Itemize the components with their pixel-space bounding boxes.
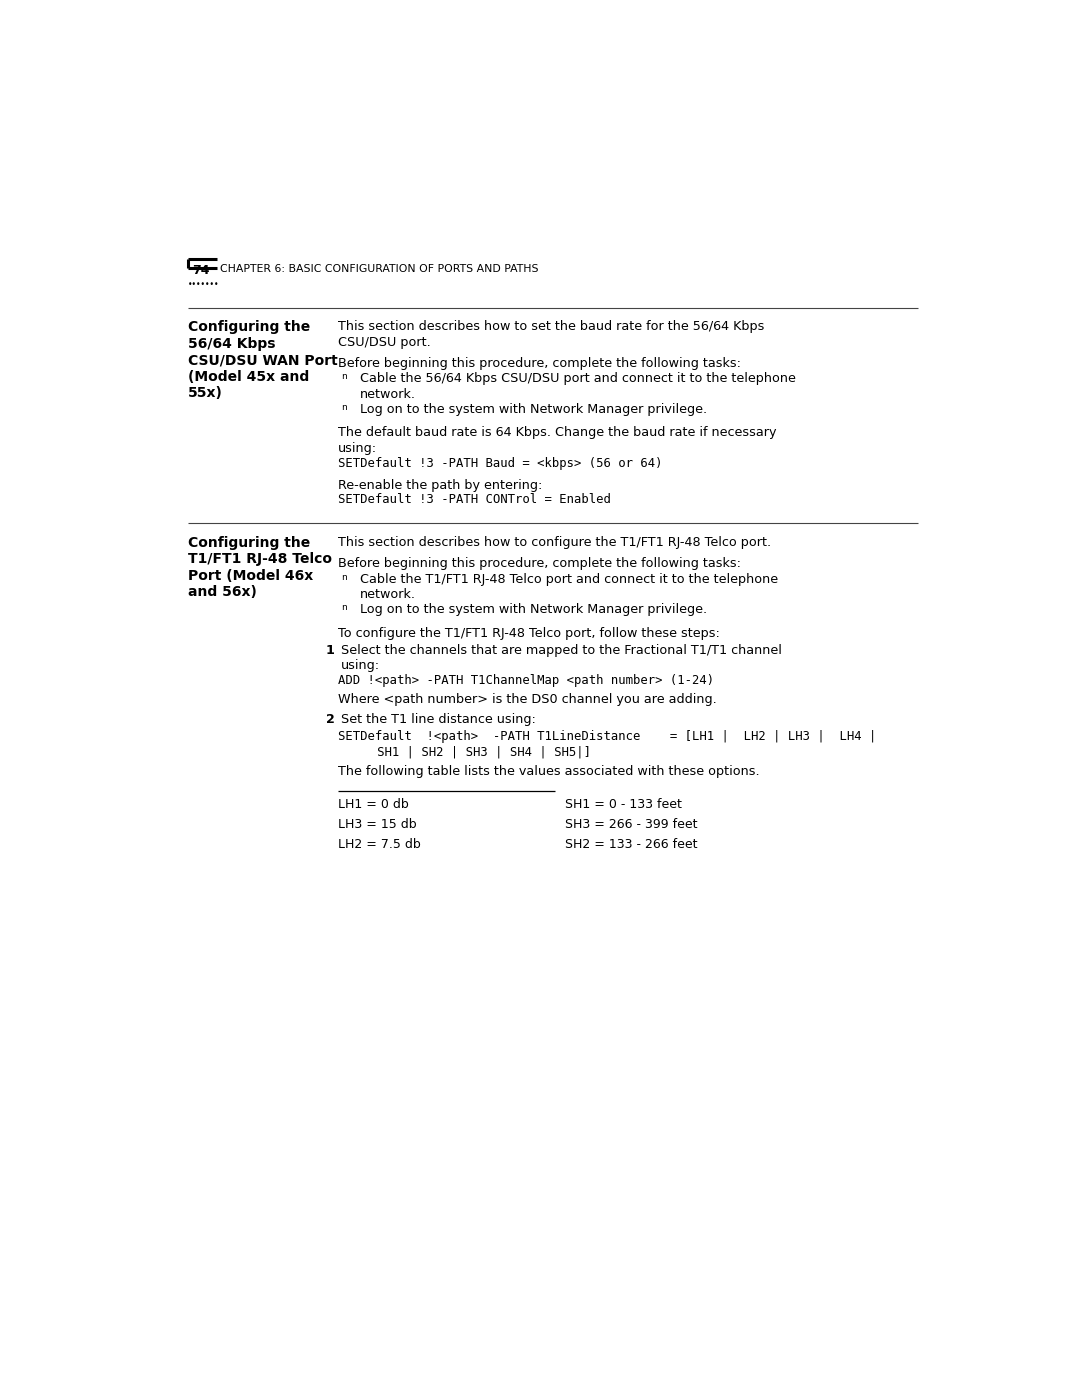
Text: 2: 2 bbox=[326, 712, 335, 726]
Text: Select the channels that are mapped to the Fractional T1/T1 channel: Select the channels that are mapped to t… bbox=[341, 644, 782, 657]
Text: SH1 | SH2 | SH3 | SH4 | SH5|]: SH1 | SH2 | SH3 | SH4 | SH5|] bbox=[355, 745, 591, 759]
Text: Where <path number> is the DS0 channel you are adding.: Where <path number> is the DS0 channel y… bbox=[338, 693, 717, 705]
Text: SH1 = 0 - 133 feet: SH1 = 0 - 133 feet bbox=[565, 798, 681, 810]
Text: Port (Model 46x: Port (Model 46x bbox=[188, 569, 313, 583]
Text: SH2 = 133 - 266 feet: SH2 = 133 - 266 feet bbox=[565, 838, 698, 851]
Text: n: n bbox=[341, 404, 347, 412]
Text: LH1 = 0 db: LH1 = 0 db bbox=[338, 798, 409, 810]
Text: 1: 1 bbox=[326, 644, 335, 657]
Text: SETDefault !3 -PATH CONTrol = Enabled: SETDefault !3 -PATH CONTrol = Enabled bbox=[338, 493, 611, 506]
Text: Before beginning this procedure, complete the following tasks:: Before beginning this procedure, complet… bbox=[338, 358, 741, 370]
Text: Re-enable the path by entering:: Re-enable the path by entering: bbox=[338, 479, 542, 492]
Text: The default baud rate is 64 Kbps. Change the baud rate if necessary: The default baud rate is 64 Kbps. Change… bbox=[338, 426, 777, 440]
Text: Set the T1 line distance using:: Set the T1 line distance using: bbox=[341, 712, 536, 726]
Text: using:: using: bbox=[338, 441, 377, 455]
Text: n: n bbox=[341, 573, 347, 581]
Text: This section describes how to configure the T1/FT1 RJ-48 Telco port.: This section describes how to configure … bbox=[338, 535, 771, 549]
Text: CSU/DSU WAN Port: CSU/DSU WAN Port bbox=[188, 353, 337, 367]
Text: This section describes how to set the baud rate for the 56/64 Kbps: This section describes how to set the ba… bbox=[338, 320, 765, 332]
Text: CHAPTER 6: BASIC CONFIGURATION OF PORTS AND PATHS: CHAPTER 6: BASIC CONFIGURATION OF PORTS … bbox=[220, 264, 539, 274]
Text: SETDefault !3 -PATH Baud = <kbps> (56 or 64): SETDefault !3 -PATH Baud = <kbps> (56 or… bbox=[338, 457, 662, 471]
Text: SH3 = 266 - 399 feet: SH3 = 266 - 399 feet bbox=[565, 817, 698, 831]
Text: network.: network. bbox=[360, 588, 416, 601]
Text: Configuring the: Configuring the bbox=[188, 535, 310, 549]
Text: 74: 74 bbox=[192, 264, 210, 277]
Text: Log on to the system with Network Manager privilege.: Log on to the system with Network Manage… bbox=[360, 404, 707, 416]
Text: and 56x): and 56x) bbox=[188, 585, 257, 599]
Text: Cable the 56/64 Kbps CSU/DSU port and connect it to the telephone: Cable the 56/64 Kbps CSU/DSU port and co… bbox=[360, 373, 796, 386]
Text: using:: using: bbox=[341, 659, 380, 672]
Text: SETDefault  !<path>  -PATH T1LineDistance    = [LH1 |  LH2 | LH3 |  LH4 |: SETDefault !<path> -PATH T1LineDistance … bbox=[338, 729, 877, 743]
Text: n: n bbox=[341, 604, 347, 612]
Text: Configuring the: Configuring the bbox=[188, 320, 310, 334]
Text: CSU/DSU port.: CSU/DSU port. bbox=[338, 335, 431, 348]
Text: To configure the T1/FT1 RJ-48 Telco port, follow these steps:: To configure the T1/FT1 RJ-48 Telco port… bbox=[338, 627, 720, 640]
Text: LH3 = 15 db: LH3 = 15 db bbox=[338, 817, 417, 831]
Text: •••••••: ••••••• bbox=[188, 279, 219, 289]
Text: The following table lists the values associated with these options.: The following table lists the values ass… bbox=[338, 766, 759, 778]
Text: network.: network. bbox=[360, 388, 416, 401]
Text: Log on to the system with Network Manager privilege.: Log on to the system with Network Manage… bbox=[360, 604, 707, 616]
Text: n: n bbox=[341, 373, 347, 381]
Text: Before beginning this procedure, complete the following tasks:: Before beginning this procedure, complet… bbox=[338, 557, 741, 570]
Text: 55x): 55x) bbox=[188, 387, 222, 401]
Text: Cable the T1/FT1 RJ-48 Telco port and connect it to the telephone: Cable the T1/FT1 RJ-48 Telco port and co… bbox=[360, 573, 778, 585]
Text: ADD !<path> -PATH T1ChannelMap <path number> (1-24): ADD !<path> -PATH T1ChannelMap <path num… bbox=[338, 675, 714, 687]
Text: LH2 = 7.5 db: LH2 = 7.5 db bbox=[338, 838, 421, 851]
Text: (Model 45x and: (Model 45x and bbox=[188, 370, 309, 384]
Text: 56/64 Kbps: 56/64 Kbps bbox=[188, 337, 275, 351]
Text: T1/FT1 RJ-48 Telco: T1/FT1 RJ-48 Telco bbox=[188, 552, 332, 566]
